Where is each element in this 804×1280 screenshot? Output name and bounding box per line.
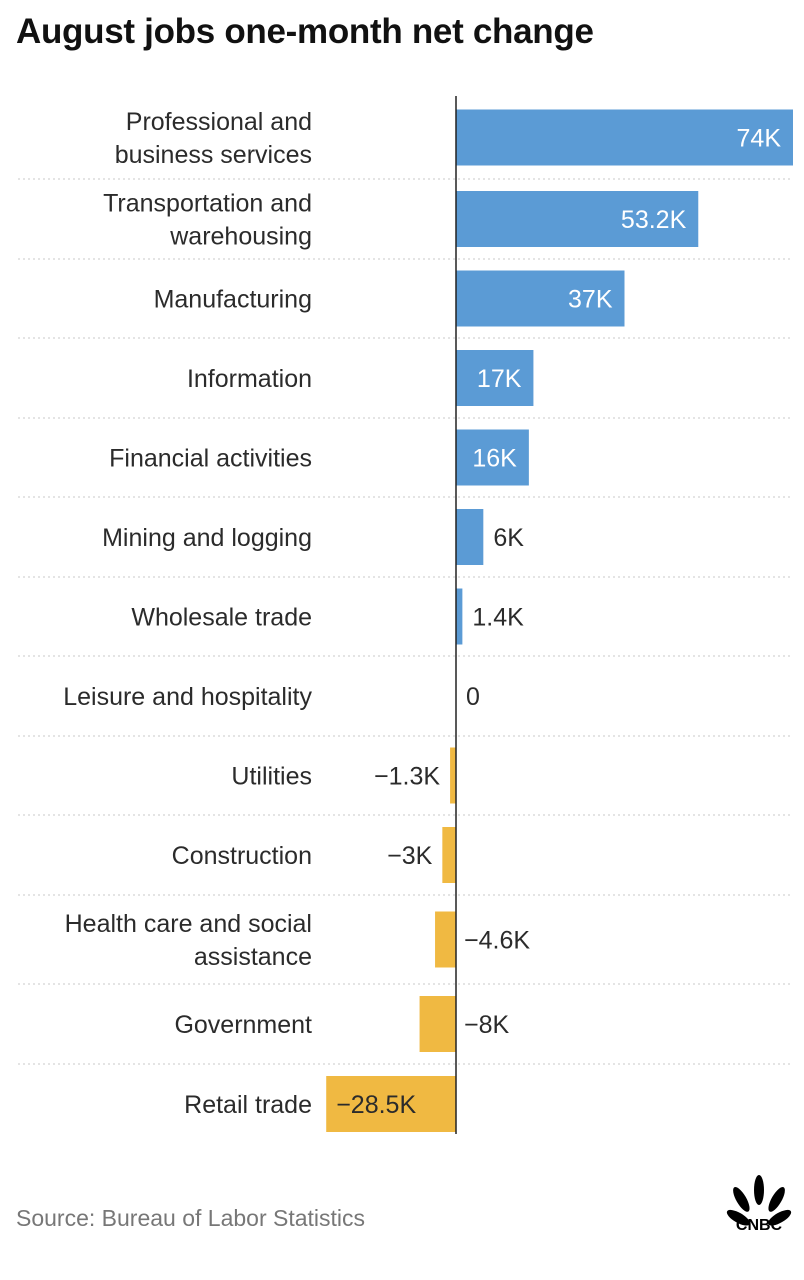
- category-label: Wholesale trade: [131, 604, 312, 632]
- value-label: −1.3K: [374, 763, 440, 791]
- value-label: 0: [466, 683, 480, 711]
- category-label: Leisure and hospitality: [63, 683, 312, 711]
- category-label: business services: [115, 141, 312, 169]
- value-label: 37K: [568, 286, 613, 314]
- category-label: Professional and: [126, 108, 312, 136]
- value-label: −8K: [464, 1011, 510, 1039]
- category-label: Government: [174, 1011, 312, 1039]
- category-label: assistance: [194, 943, 312, 971]
- bar: [442, 827, 456, 883]
- category-label: Information: [187, 365, 312, 393]
- bar: [326, 1076, 456, 1132]
- category-label: Transportation and: [103, 190, 312, 218]
- category-label: Utilities: [231, 763, 312, 791]
- peacock-icon: [726, 1175, 792, 1226]
- value-label: −3K: [387, 842, 433, 870]
- chart-svg: Professional and business services 74K Tran…: [18, 96, 793, 1134]
- category-label: Construction: [172, 842, 312, 870]
- category-label: Manufacturing: [154, 286, 312, 314]
- bar: [435, 911, 456, 968]
- bar: [456, 191, 699, 247]
- category-label: Retail trade: [184, 1091, 312, 1119]
- category-label: warehousing: [169, 223, 312, 251]
- bar: [456, 588, 463, 645]
- value-label: 17K: [477, 365, 522, 393]
- value-label: 6K: [493, 524, 524, 552]
- bar: [450, 747, 456, 804]
- bar: [456, 270, 625, 327]
- bar: [419, 996, 456, 1052]
- value-label: −4.6K: [464, 927, 530, 955]
- value-label: −28.5K: [336, 1091, 416, 1119]
- value-label: 53.2K: [621, 206, 687, 234]
- category-label: Health care and social: [65, 910, 312, 938]
- bar: [456, 350, 534, 406]
- source-note: Source: Bureau of Labor Statistics: [16, 1205, 366, 1231]
- category-label: Financial activities: [109, 445, 312, 473]
- value-label: 1.4K: [472, 604, 524, 632]
- bar: [456, 509, 484, 565]
- value-label: 16K: [472, 445, 517, 473]
- bar: [456, 109, 793, 166]
- cnbc-logo: CNBC: [722, 1172, 796, 1234]
- value-label: 74K: [737, 125, 782, 153]
- chart-title: August jobs one-month net change: [16, 12, 594, 51]
- category-label: Mining and logging: [102, 524, 312, 552]
- bar: [456, 429, 529, 486]
- brand-text: CNBC: [736, 1217, 783, 1232]
